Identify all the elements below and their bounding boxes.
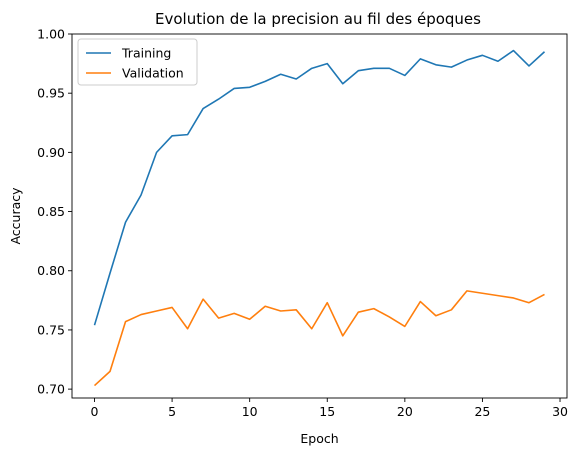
y-tick-label: 0.95 [37,86,65,101]
x-tick-label: 30 [552,404,568,419]
y-tick-label: 0.85 [37,204,65,219]
y-tick-label: 0.90 [37,145,65,160]
legend: Training Validation [77,38,198,86]
x-axis-title: Epoch [300,431,338,446]
x-tick-label: 10 [242,404,258,419]
y-tick-label: 1.00 [37,27,65,42]
x-tick-label: 15 [319,404,335,419]
legend-label-training: Training [121,46,171,61]
x-tick-label: 5 [168,404,176,419]
x-tick-label: 20 [397,404,413,419]
plot-frame [71,33,568,399]
y-axis-title: Accuracy [8,187,23,245]
plot-area: 0 5 10 15 20 25 30 0.70 0.75 0.80 0.85 0.90 0.95 1.00 [37,27,568,420]
series-line-training [93,49,546,326]
y-tick-label: 0.75 [37,322,65,337]
y-tick-label: 0.70 [37,382,65,397]
legend-label-validation: Validation [122,66,184,81]
y-tick-label: 0.80 [37,263,65,278]
x-tick-label: 0 [91,404,99,419]
chart-title: Evolution de la precision au fil des épo… [155,10,481,28]
series-line-validation [93,290,545,387]
x-tick-label: 25 [474,404,490,419]
